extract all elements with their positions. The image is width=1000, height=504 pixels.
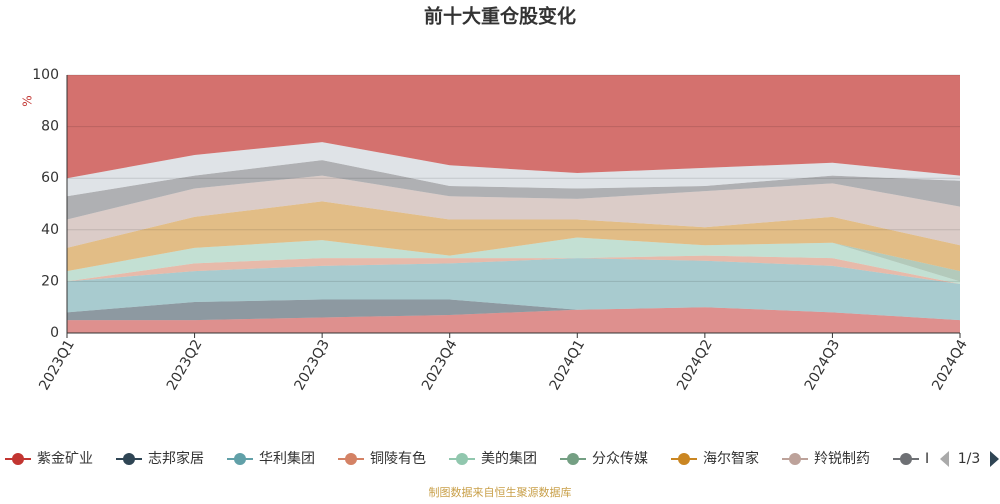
y-tick-label: 40	[41, 222, 59, 238]
y-tick-label: 20	[41, 273, 59, 289]
x-tick-label: 2024Q3	[802, 337, 844, 393]
chart-title: 前十大重仓股变化	[424, 5, 576, 28]
y-tick-label: 100	[32, 67, 59, 83]
legend-marker	[12, 453, 24, 465]
y-tick-label: 0	[50, 325, 59, 341]
legend-label: 志邦家居	[148, 450, 204, 467]
legend: 紫金矿业 志邦家居 华利集团 铜陵有色 美的集团 分众传媒 海尔智家 羚锐制药 I	[5, 450, 929, 467]
legend-label: 紫金矿业	[37, 451, 93, 467]
legend-label: 分众传媒	[592, 451, 648, 467]
area	[67, 201, 960, 272]
legend-marker	[567, 453, 579, 465]
x-tick-label: 2024Q1	[547, 337, 589, 393]
x-tick-label: 2023Q1	[36, 337, 78, 393]
x-tick-label: 2023Q3	[291, 337, 333, 393]
area	[67, 299, 960, 321]
y-tick-label: 80	[41, 119, 59, 135]
area	[67, 307, 960, 333]
legend-marker	[900, 453, 912, 465]
area	[67, 175, 960, 248]
area	[67, 255, 960, 284]
legend-marker	[123, 453, 135, 465]
legend-label: 铜陵有色	[370, 450, 426, 467]
legend-next[interactable]	[990, 451, 999, 467]
source-note: 制图数据来自恒生聚源数据库	[429, 485, 572, 499]
area	[67, 258, 960, 321]
legend-page: 1/3	[958, 451, 981, 467]
x-tick-label: 2024Q2	[674, 337, 716, 393]
legend-label: 海尔智家	[703, 450, 759, 467]
area	[67, 160, 960, 220]
legend-marker	[789, 453, 801, 465]
x-tick-label: 2023Q4	[419, 337, 461, 393]
legend-prev[interactable]	[940, 451, 949, 467]
legend-marker	[678, 453, 690, 465]
plot-area	[67, 74, 960, 334]
legend-label: I	[925, 451, 929, 467]
y-tick-label: 60	[41, 170, 59, 186]
legend-marker	[345, 453, 357, 465]
area	[67, 237, 960, 284]
y-axis-label: %	[21, 95, 35, 106]
x-tick-label: 2024Q4	[929, 337, 971, 393]
legend-label: 羚锐制药	[814, 451, 870, 467]
legend-marker	[456, 453, 468, 465]
x-tick-label: 2023Q2	[164, 337, 206, 393]
legend-marker	[234, 453, 246, 465]
area	[67, 75, 960, 179]
legend-label: 华利集团	[259, 450, 315, 467]
legend-label: 美的集团	[481, 450, 537, 467]
